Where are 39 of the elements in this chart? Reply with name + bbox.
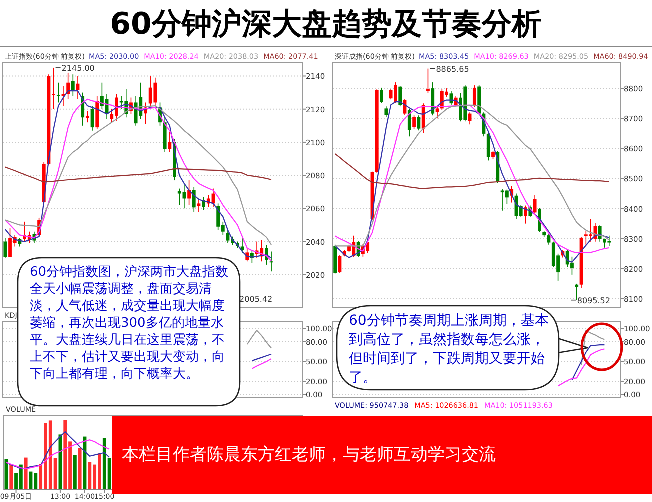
candlestick (56, 82, 60, 104)
chart-title: 60分钟沪深大盘趋势及节奏分析 (110, 7, 542, 42)
bar (10, 464, 14, 490)
line-series (558, 348, 606, 387)
candlestick (417, 115, 421, 132)
candlestick (505, 189, 509, 205)
bar (24, 458, 28, 490)
annotation: 2145.00 (62, 64, 95, 73)
line-series (572, 344, 606, 381)
candlestick (486, 132, 490, 162)
candlestick (412, 115, 416, 130)
candlestick (575, 284, 579, 301)
line-series (252, 358, 272, 370)
candlestick (426, 68, 430, 94)
candlestick (86, 110, 90, 123)
candlestick (398, 86, 402, 107)
annotation: 8095.52 (577, 296, 610, 306)
candlestick (547, 234, 551, 246)
candlestick (71, 74, 75, 97)
annotation: 60分钟节奏周期上涨周期，基本到高位了，虽然指数每怎么涨，但时间到了，下跌周期又要开始了。 (349, 312, 549, 388)
bar (73, 455, 77, 490)
candlestick (533, 194, 537, 216)
candlestick (384, 106, 388, 118)
bar (78, 448, 82, 490)
candlestick (197, 198, 201, 212)
annotation: 60分钟指数图，沪深两市大盘指数全天小幅震荡调整，盘面交易清淡，人气低迷，成交量出现大幅度萎缩，再次出现300多亿的地量水平。大盘连续几日在这里震荡，不上不下，估计又要出现大变动，向下向上都有理，向下概率大。 (30, 264, 230, 383)
line-series (246, 330, 272, 349)
candlestick (4, 238, 8, 259)
annotation: 8865.65 (436, 64, 470, 74)
candlestick (436, 106, 440, 120)
candlestick (168, 132, 172, 153)
candlestick (192, 186, 196, 212)
candlestick (472, 85, 476, 108)
candlestick (408, 108, 412, 138)
text: 本栏目作者陈晨东方红老师，与老师互动学习交流 (122, 445, 496, 465)
line-series (252, 354, 272, 362)
line-series (580, 330, 606, 366)
candlestick (380, 88, 384, 104)
annotation: 2005.42 (240, 295, 273, 304)
